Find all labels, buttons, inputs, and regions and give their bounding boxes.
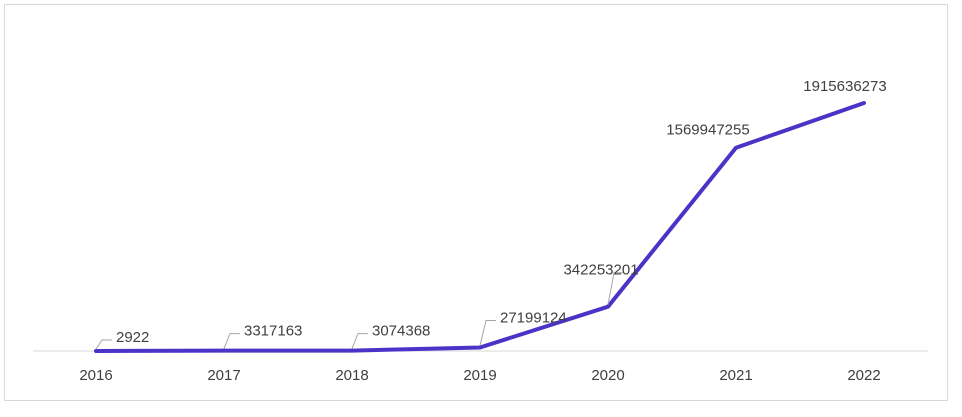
x-tick-label: 2020 (591, 367, 624, 384)
x-tick-label: 2021 (719, 367, 752, 384)
leader-line (95, 339, 112, 350)
x-tick-label: 2022 (847, 367, 880, 384)
x-tick-label: 2018 (335, 367, 368, 384)
data-label: 1569947255 (666, 122, 749, 139)
data-label: 342253201 (563, 262, 638, 279)
data-label: 3074368 (372, 323, 430, 340)
chart-frame (4, 4, 948, 401)
data-label: 2922 (116, 329, 149, 346)
leader-line (479, 319, 496, 346)
x-tick-label: 2019 (463, 367, 496, 384)
x-tick-label: 2017 (207, 367, 240, 384)
leader-line (223, 333, 240, 349)
leader-line (351, 333, 368, 349)
x-tick-label: 2016 (79, 367, 112, 384)
data-label: 3317163 (244, 323, 302, 340)
line-series (94, 101, 866, 353)
leader-line (607, 272, 624, 305)
data-label: 27199124 (500, 309, 567, 326)
data-label: 1915636273 (803, 78, 886, 95)
